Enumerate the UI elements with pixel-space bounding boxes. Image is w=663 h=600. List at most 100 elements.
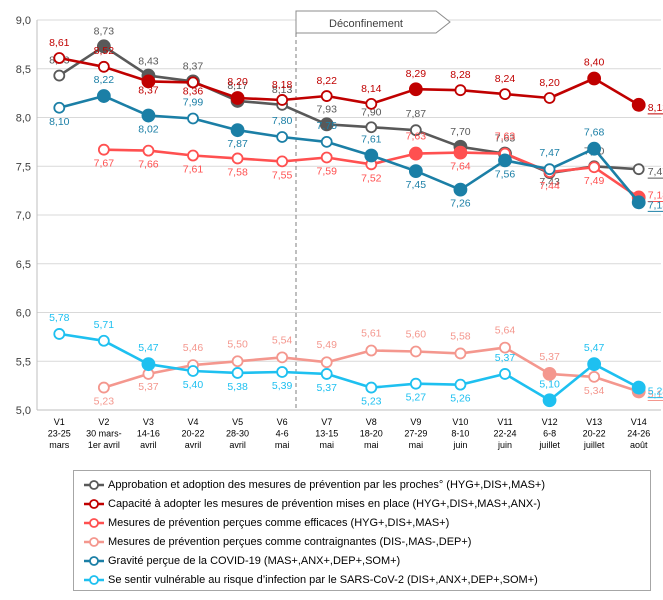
legend-swatch	[84, 517, 104, 529]
data-label: 8,37	[138, 84, 159, 96]
data-point	[499, 368, 511, 380]
data-label: 5,49	[316, 339, 337, 351]
legend-label: Mesures de prévention perçues comme effi…	[108, 516, 450, 529]
legend-swatch	[84, 555, 104, 567]
data-label: 8,22	[94, 74, 115, 86]
legend-item: Mesures de prévention perçues comme cont…	[84, 532, 650, 551]
data-point	[365, 121, 378, 134]
data-point	[53, 69, 66, 82]
data-label: 7,68	[584, 127, 605, 139]
data-label: 5,37	[495, 352, 516, 364]
data-point	[587, 71, 602, 86]
x-tick-line: août	[630, 440, 648, 450]
data-label: 5,23	[94, 396, 115, 408]
legend-swatch	[84, 574, 104, 586]
data-label: 7,63	[495, 131, 516, 143]
data-point	[454, 347, 467, 360]
x-tick-line: 22-24	[493, 429, 516, 439]
x-tick-line: 4-6	[276, 429, 289, 439]
data-label: 7,59	[316, 165, 337, 177]
data-point	[320, 135, 333, 148]
data-point	[587, 357, 602, 372]
data-point	[96, 89, 111, 103]
data-point	[97, 334, 110, 347]
x-tick-line: 30 mars-	[86, 429, 122, 439]
data-label: 7,47	[648, 166, 663, 178]
data-point	[276, 351, 289, 364]
y-tick-label: 7,0	[16, 210, 31, 222]
x-tick-label: V3 14-16 avril	[137, 417, 160, 450]
data-point	[276, 131, 289, 143]
data-point	[364, 148, 379, 163]
data-point	[96, 39, 111, 54]
data-point	[141, 108, 156, 123]
x-tick-line: mars	[49, 440, 69, 450]
line-chart: 5,05,56,06,57,07,58,08,59,0 V1 23-25 marsV…	[16, 10, 663, 450]
data-point	[408, 82, 423, 97]
data-label: 8,18	[272, 79, 293, 91]
data-label: 7,63	[406, 131, 427, 143]
data-point	[588, 161, 601, 174]
data-label: 5,47	[138, 342, 159, 354]
data-point	[542, 367, 557, 381]
x-tick-line: juin	[452, 440, 467, 450]
y-tick-label: 5,5	[16, 356, 31, 368]
data-label: 8,14	[361, 83, 382, 95]
data-label: 8,36	[183, 85, 204, 97]
data-point	[187, 112, 199, 125]
legend-item: Se sentir vulnérable au risque d’infecti…	[84, 570, 650, 589]
data-point	[320, 368, 333, 380]
x-tick-line: juillet	[538, 440, 560, 450]
x-tick-label: V2 30 mars-1er avril	[86, 417, 122, 450]
y-tick-label: 5,0	[16, 405, 31, 417]
data-point	[230, 123, 245, 138]
legend-label: Approbation et adoption des mesures de p…	[108, 478, 545, 491]
data-label: 8,24	[495, 73, 516, 85]
legend-swatch	[84, 536, 104, 548]
x-tick-label: V12 6-8 juillet	[538, 417, 560, 450]
data-point	[53, 328, 66, 340]
data-point	[319, 117, 334, 132]
series-2: 8,61 8,52 8,37 8,36 8,20 8,18 8,22 8,14 8,29 8,28…	[49, 37, 663, 115]
data-label: 5,37	[539, 351, 560, 363]
data-label: 8,20	[539, 77, 560, 89]
data-label: 7,87	[227, 138, 248, 150]
x-tick-line: juin	[497, 440, 512, 450]
data-label: 7,64	[450, 161, 471, 173]
data-label: 7,52	[361, 172, 382, 184]
x-tick-line: mai	[409, 440, 424, 450]
x-tick-label: V13 20-22 juillet	[583, 417, 606, 450]
x-tick-line: V2	[98, 417, 109, 427]
data-point	[499, 88, 511, 100]
data-label: 7,49	[584, 175, 605, 187]
x-tick-line: V10	[452, 417, 468, 427]
legend-item: Mesures de prévention perçues comme effi…	[84, 513, 650, 532]
x-tick-label: V1 23-25 mars	[48, 417, 71, 450]
data-label: 7,45	[406, 179, 427, 191]
data-label: 5,50	[227, 338, 248, 350]
data-point	[320, 151, 333, 164]
data-point	[454, 378, 467, 391]
data-point	[588, 370, 601, 383]
data-point	[365, 97, 378, 110]
x-tick-line: V8	[366, 417, 377, 427]
data-label: 8,43	[138, 56, 159, 68]
x-tick-line: V4	[187, 417, 198, 427]
data-label: 5,26	[450, 393, 471, 405]
data-point	[231, 152, 244, 165]
data-label: 5,37	[138, 381, 159, 393]
y-tick-label: 8,0	[16, 113, 31, 125]
x-tick-line: 13-15	[315, 429, 338, 439]
data-point	[587, 141, 602, 156]
legend-label: Capacité à adopter les mesures de préven…	[108, 497, 541, 510]
data-point	[97, 381, 110, 394]
y-tick-label: 6,5	[16, 259, 31, 271]
data-point	[141, 74, 156, 89]
data-point	[409, 377, 422, 390]
legend-item: Capacité à adopter les mesures de préven…	[84, 494, 650, 513]
data-point	[365, 344, 378, 357]
y-tick-label: 6,0	[16, 308, 31, 320]
data-label: 7,80	[272, 115, 293, 127]
data-label: 7,63	[495, 133, 516, 145]
x-tick-line: 20-22	[181, 429, 204, 439]
